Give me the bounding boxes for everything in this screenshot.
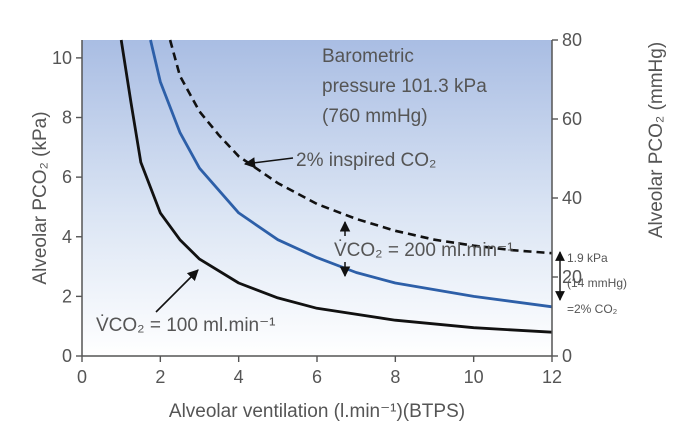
series-line-0: [119, 39, 553, 334]
x-tick-label: 8: [390, 367, 400, 387]
annotation-pressure-3: (760 mmHg): [322, 106, 428, 127]
y-tick-label: 6: [62, 167, 72, 187]
y-axis-title-left: Alveolar PCO₂ (kPa): [30, 111, 51, 284]
series-lines: [119, 39, 553, 334]
plot-background: [82, 40, 552, 356]
annotation-inspired: 2% inspired CO₂: [296, 150, 436, 171]
series-line-2: [168, 39, 553, 255]
x-tick-label: 2: [155, 367, 165, 387]
y-axis-title-right: Alveolar PCO₂ (mmHg): [646, 42, 667, 238]
y-tick-label: 2: [62, 286, 72, 306]
annotation-shift-2: (14 mmHg): [567, 276, 627, 290]
x-tick-label: 12: [542, 367, 562, 387]
x-tick-label: 10: [464, 367, 484, 387]
y-right-tick-label: 20: [562, 267, 582, 287]
arrow-vco2-100: [155, 269, 199, 313]
annotation-pressure-2: pressure 101.3 kPa: [322, 76, 487, 97]
y-right-tick-label: 60: [562, 109, 582, 129]
x-tick-label: 4: [234, 367, 244, 387]
annotation-vco2-100: V̇CO₂ = 100 ml.min⁻¹: [96, 315, 275, 336]
x-tick-label: 6: [312, 367, 322, 387]
annotation-pressure-1: Barometric: [322, 46, 414, 67]
y-right-tick-label: 0: [562, 346, 572, 366]
annotation-vco2-200: V̇CO₂ = 200 ml.min⁻¹: [334, 240, 513, 261]
series-line-1: [149, 39, 553, 309]
annotation-shift-3: =2% CO₂: [567, 302, 618, 316]
annotation-shift-1: 1.9 kPa: [567, 251, 608, 265]
y-tick-label: 0: [62, 346, 72, 366]
arrow-inspired: [243, 157, 294, 169]
y-right-tick-label: 80: [562, 30, 582, 50]
y-tick-label: 10: [52, 48, 72, 68]
y-tick-label: 4: [62, 227, 72, 247]
x-axis-title: Alveolar ventilation (l.min⁻¹)(BTPS): [169, 401, 465, 422]
y-tick-label: 8: [62, 108, 72, 128]
y-right-tick-label: 40: [562, 188, 582, 208]
x-tick-label: 0: [77, 367, 87, 387]
